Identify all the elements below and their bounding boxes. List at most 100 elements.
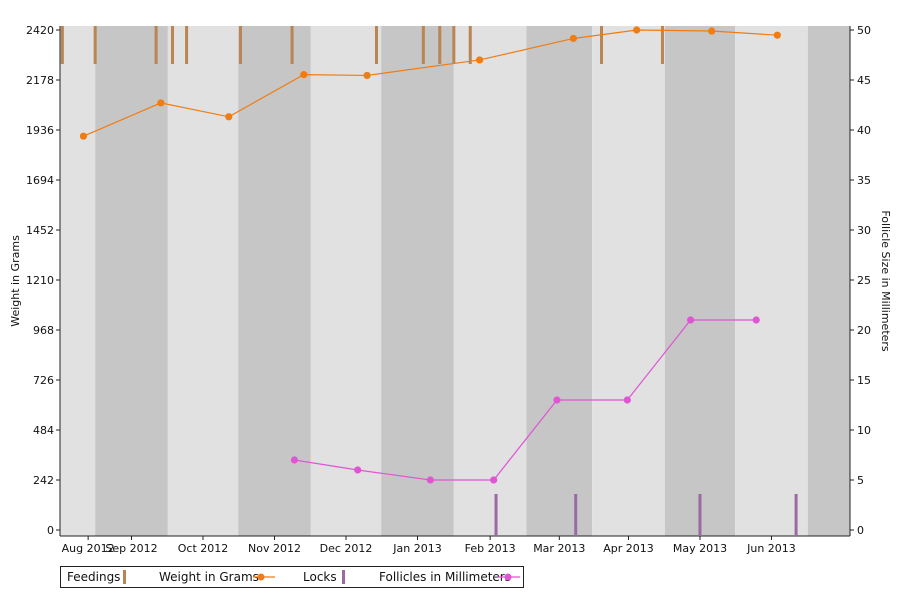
y-left-tick-label: 968 [33, 324, 54, 337]
y-left-tick-label: 484 [33, 424, 54, 437]
feeding-marker [171, 26, 175, 64]
x-tick-label: Mar 2013 [533, 542, 585, 555]
follicle-point [490, 476, 498, 484]
y-left-tick-label: 1210 [26, 274, 54, 287]
x-tick-label: Oct 2012 [178, 542, 229, 555]
follicle-point [354, 466, 362, 474]
lock-marker [494, 494, 498, 536]
y-right-tick-label: 15 [857, 374, 871, 387]
y-axis-right-title: Follicle Size in Millimeters [879, 210, 892, 352]
feeding-marker [60, 26, 64, 64]
x-tick-label: Jun 2013 [746, 542, 796, 555]
month-band [310, 26, 382, 536]
x-tick-label: Jan 2013 [392, 542, 441, 555]
feeding-marker [185, 26, 189, 64]
weight-point [157, 99, 165, 107]
weight-line [83, 29, 778, 137]
x-tick-label: Feb 2013 [465, 542, 516, 555]
month-band [381, 26, 454, 536]
weight-point [476, 56, 484, 64]
left-axis: 0 242 484 726 968 1210 1452 1694 1936 2178 2420 [26, 24, 60, 537]
x-tick-label: Apr 2013 [603, 542, 654, 555]
feeding-marker [452, 26, 456, 64]
x-tick-label: Aug 2012 [62, 542, 115, 555]
weight-series [79, 26, 781, 140]
y-left-tick-label: 0 [47, 524, 54, 537]
y-right-tick-label: 25 [857, 274, 871, 287]
weight-point [300, 71, 308, 79]
y-right-tick-label: 0 [857, 524, 864, 537]
lock-marker [698, 494, 702, 536]
y-axis-left-title: Weight in Grams [9, 235, 22, 327]
right-axis: 0 5 10 15 20 25 30 35 40 45 50 [850, 24, 871, 537]
month-band [167, 26, 239, 536]
feeding-marker [421, 26, 425, 64]
weight-point [773, 31, 781, 39]
month-band [238, 26, 311, 536]
y-right-tick-label: 50 [857, 24, 871, 37]
y-left-tick-label: 242 [33, 474, 54, 487]
legend-feedings-label: Feedings [67, 570, 121, 584]
legend-locks-symbol [342, 570, 345, 584]
feeding-marker [660, 26, 664, 64]
month-band [60, 26, 96, 536]
legend-weight-label: Weight in Grams [159, 570, 259, 584]
legend-weight-symbol [253, 573, 275, 581]
weight-point [363, 71, 371, 80]
lock-marker [574, 494, 578, 536]
feeding-marker [93, 26, 97, 64]
weight-point [79, 132, 88, 140]
feedings-series [60, 26, 664, 64]
follicle-point [623, 396, 631, 404]
feeding-marker [468, 26, 472, 64]
y-right-tick-label: 45 [857, 74, 871, 87]
lock-marker [794, 494, 798, 536]
y-right-tick-label: 20 [857, 324, 871, 337]
follicle-point [426, 476, 434, 484]
y-right-tick-label: 30 [857, 224, 871, 237]
y-left-tick-label: 2178 [26, 74, 54, 87]
feeding-marker [154, 26, 158, 64]
x-tick-label: Nov 2012 [248, 542, 301, 555]
month-band [735, 26, 808, 536]
y-right-tick-label: 10 [857, 424, 871, 437]
y-left-tick-label: 2420 [26, 24, 54, 37]
x-tick-label: May 2013 [673, 542, 727, 555]
feeding-marker [239, 26, 243, 64]
follicle-point [686, 316, 695, 324]
y-left-tick-label: 1452 [26, 224, 54, 237]
weight-point [225, 113, 233, 121]
y-left-tick-label: 1936 [26, 124, 54, 137]
feeding-marker [600, 26, 604, 64]
y-right-tick-label: 5 [857, 474, 864, 487]
follicle-point [290, 456, 299, 464]
follicles-line [294, 319, 757, 481]
y-right-tick-label: 40 [857, 124, 871, 137]
month-band [592, 26, 665, 536]
legend-feedings-symbol [123, 570, 126, 584]
y-right-tick-label: 35 [857, 174, 871, 187]
legend-follicles-label: Follicles in Millimeters [379, 570, 511, 584]
follicles-series [290, 316, 760, 484]
locks-series [494, 494, 798, 536]
follicle-point [553, 396, 561, 404]
month-band [664, 26, 736, 536]
month-band [526, 26, 593, 536]
weight-point [708, 27, 716, 35]
weight-point [569, 34, 577, 43]
legend-locks-label: Locks [303, 570, 337, 584]
month-bands [60, 26, 850, 536]
x-tick-label: Dec 2012 [320, 542, 373, 555]
weight-point [633, 26, 641, 34]
legend-follicles-symbol [498, 573, 520, 581]
feeding-marker [290, 26, 294, 64]
x-tick-label: Sep 2012 [105, 542, 157, 555]
legend: Feedings Weight in Grams Locks Follicles… [60, 566, 524, 588]
plot-frame [59, 26, 851, 537]
month-band [95, 26, 168, 536]
month-band [807, 26, 850, 536]
follicle-point [752, 316, 760, 324]
y-left-tick-label: 1694 [26, 174, 54, 187]
